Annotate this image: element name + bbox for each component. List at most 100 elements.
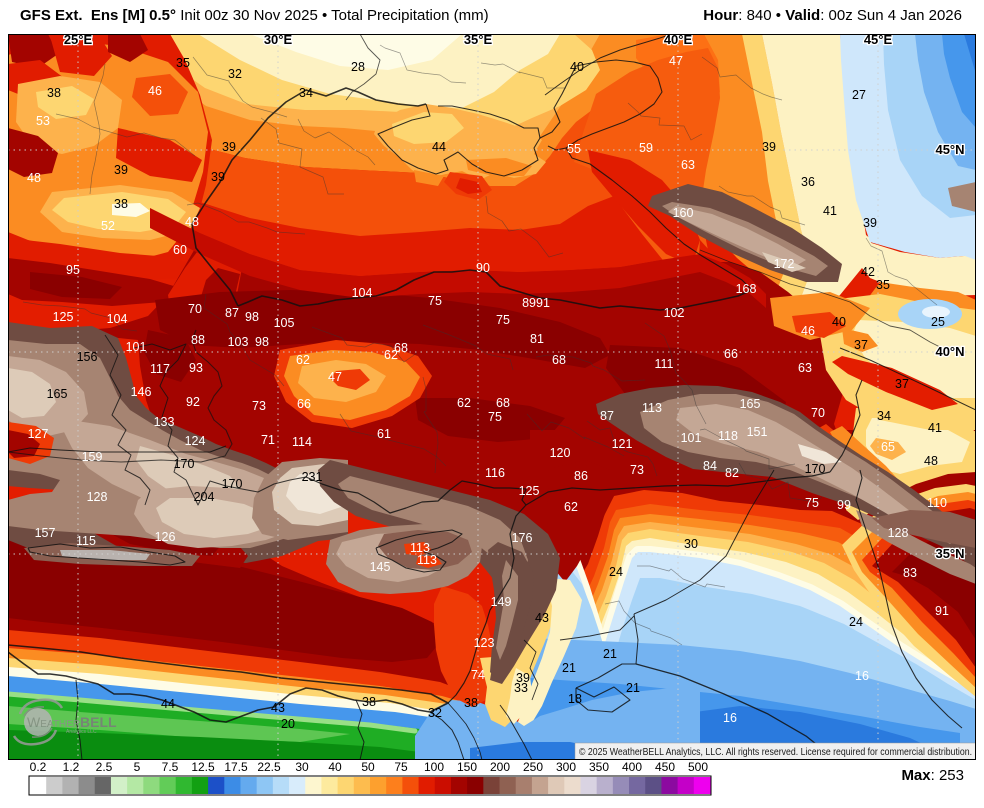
svg-text:123: 123: [474, 636, 495, 650]
svg-text:111: 111: [654, 357, 673, 371]
svg-text:61: 61: [377, 427, 391, 441]
svg-text:35°N: 35°N: [935, 546, 964, 561]
svg-text:48: 48: [185, 215, 199, 229]
svg-text:104: 104: [352, 286, 373, 300]
svg-text:70: 70: [188, 302, 202, 316]
svg-text:65: 65: [881, 440, 895, 454]
svg-text:8991: 8991: [522, 296, 550, 310]
svg-text:37: 37: [854, 338, 868, 352]
svg-text:95: 95: [66, 263, 80, 277]
svg-text:21: 21: [626, 681, 640, 695]
svg-text:20: 20: [281, 717, 295, 731]
svg-text:25: 25: [931, 315, 945, 329]
svg-text:75: 75: [805, 496, 819, 510]
svg-text:93: 93: [189, 361, 203, 375]
svg-text:146: 146: [131, 385, 152, 399]
svg-text:18: 18: [568, 692, 582, 706]
svg-text:45°E: 45°E: [864, 32, 893, 47]
svg-text:21: 21: [562, 661, 576, 675]
svg-text:© 2025 WeatherBELL Analytics,: © 2025 WeatherBELL Analytics, LLC. All r…: [579, 747, 972, 758]
svg-text:52: 52: [101, 219, 115, 233]
svg-text:62: 62: [457, 396, 471, 410]
svg-text:34: 34: [877, 409, 891, 423]
svg-text:34: 34: [299, 86, 313, 100]
svg-text:53: 53: [36, 114, 50, 128]
svg-text:98: 98: [255, 335, 269, 349]
svg-text:133: 133: [154, 415, 175, 429]
svg-text:41: 41: [823, 204, 837, 218]
svg-text:39: 39: [114, 163, 128, 177]
svg-text:35: 35: [176, 56, 190, 70]
svg-text:149: 149: [491, 595, 512, 609]
svg-text:68: 68: [496, 396, 510, 410]
svg-text:105: 105: [274, 316, 295, 330]
svg-text:86: 86: [574, 469, 588, 483]
svg-text:84: 84: [703, 459, 717, 473]
svg-text:62: 62: [296, 353, 310, 367]
svg-text:66: 66: [724, 347, 738, 361]
svg-text:46: 46: [801, 324, 815, 338]
svg-text:66: 66: [297, 397, 311, 411]
svg-text:168: 168: [736, 282, 757, 296]
svg-text:103: 103: [228, 335, 249, 349]
svg-text:165: 165: [47, 387, 68, 401]
svg-text:60: 60: [173, 243, 187, 257]
svg-text:43: 43: [271, 701, 285, 715]
svg-text:176: 176: [512, 531, 533, 545]
svg-text:151: 151: [747, 425, 768, 439]
svg-text:24: 24: [609, 565, 623, 579]
svg-text:172: 172: [774, 257, 795, 271]
svg-text:81: 81: [530, 332, 544, 346]
svg-text:39: 39: [222, 140, 236, 154]
svg-text:120: 120: [550, 446, 571, 460]
svg-text:35: 35: [876, 278, 890, 292]
svg-text:113: 113: [417, 553, 437, 567]
svg-text:92: 92: [186, 395, 200, 409]
svg-text:35°E: 35°E: [464, 32, 493, 47]
svg-text:71: 71: [261, 433, 275, 447]
svg-text:42: 42: [861, 265, 875, 279]
svg-text:47: 47: [669, 54, 683, 68]
svg-text:Analytics LLC: Analytics LLC: [66, 729, 97, 735]
svg-text:70: 70: [811, 406, 825, 420]
svg-text:40°N: 40°N: [935, 344, 964, 359]
svg-text:48: 48: [924, 454, 938, 468]
svg-text:116: 116: [485, 466, 505, 480]
svg-text:101: 101: [126, 340, 147, 354]
svg-text:63: 63: [681, 158, 695, 172]
svg-text:75: 75: [496, 313, 510, 327]
svg-text:170: 170: [222, 477, 243, 491]
svg-text:46: 46: [148, 84, 162, 98]
svg-text:145: 145: [370, 560, 391, 574]
svg-text:98: 98: [245, 310, 259, 324]
svg-text:75: 75: [428, 294, 442, 308]
svg-text:55: 55: [567, 142, 581, 156]
svg-text:104: 104: [107, 312, 128, 326]
svg-text:59: 59: [639, 141, 653, 155]
svg-text:38: 38: [114, 197, 128, 211]
svg-text:125: 125: [519, 484, 540, 498]
svg-text:16: 16: [855, 669, 869, 683]
svg-text:40°E: 40°E: [664, 32, 693, 47]
svg-text:157: 157: [35, 526, 56, 540]
svg-text:62: 62: [564, 500, 578, 514]
svg-text:113: 113: [410, 541, 430, 555]
svg-text:27: 27: [852, 88, 866, 102]
svg-text:39: 39: [516, 671, 530, 685]
svg-text:38: 38: [47, 86, 61, 100]
svg-text:156: 156: [77, 350, 98, 364]
svg-text:41: 41: [928, 421, 942, 435]
svg-text:25°E: 25°E: [64, 32, 93, 47]
svg-text:45°N: 45°N: [935, 142, 964, 157]
svg-text:87: 87: [600, 409, 614, 423]
svg-text:73: 73: [630, 463, 644, 477]
svg-text:47: 47: [328, 370, 342, 384]
svg-text:44: 44: [432, 140, 446, 154]
svg-text:68: 68: [394, 341, 408, 355]
svg-text:30°E: 30°E: [264, 32, 293, 47]
svg-text:165: 165: [740, 397, 761, 411]
svg-text:43: 43: [535, 611, 549, 625]
svg-text:125: 125: [53, 310, 74, 324]
svg-text:82: 82: [725, 466, 739, 480]
svg-text:87: 87: [225, 306, 239, 320]
